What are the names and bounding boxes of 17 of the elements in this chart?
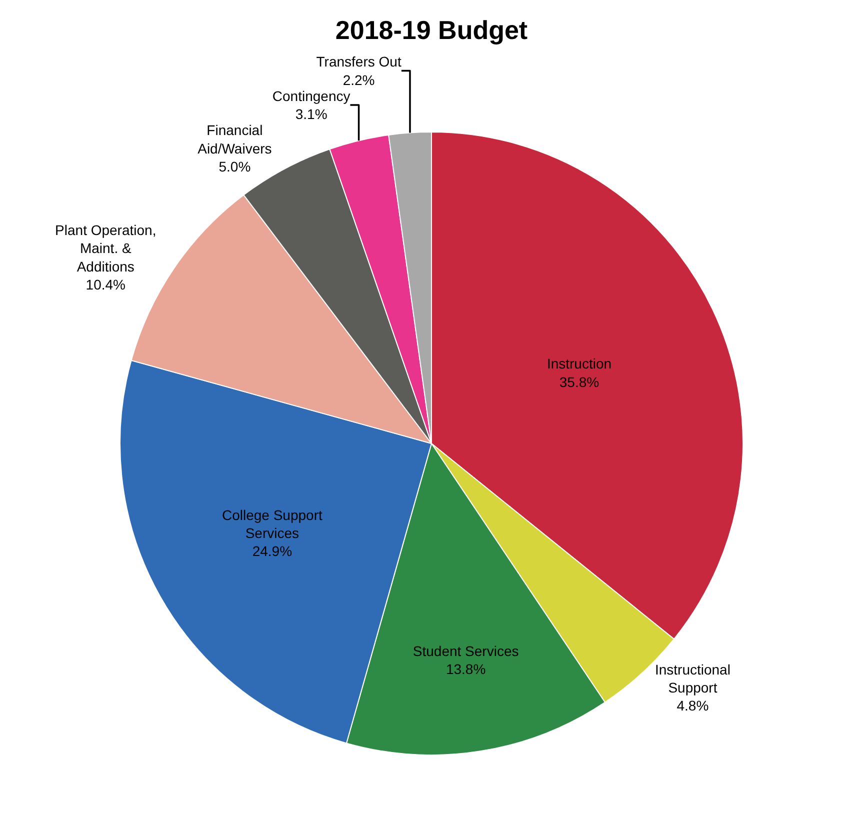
data-label: 2.2% bbox=[342, 72, 375, 88]
slice-label: Student Services bbox=[412, 643, 519, 660]
data-label: 35.8% bbox=[559, 374, 600, 390]
slice-label: Financial Aid/Waivers bbox=[198, 122, 272, 156]
chart-title: 2018-19 Budget bbox=[335, 14, 528, 45]
data-label: 4.8% bbox=[676, 698, 709, 714]
slice-label: Instruction bbox=[546, 356, 612, 372]
slice-label: Contingency bbox=[272, 88, 350, 104]
slice-label: Transfers Out bbox=[316, 54, 402, 70]
slice-label: Instructional Support bbox=[654, 661, 730, 696]
data-label: 10.4% bbox=[86, 276, 126, 293]
data-label: 5.0% bbox=[218, 158, 251, 174]
slice-label: Plant Operation, Maint. & Additions bbox=[55, 222, 156, 274]
data-label: 13.8% bbox=[446, 661, 486, 678]
data-label: 3.1% bbox=[295, 106, 328, 122]
data-label: 24.9% bbox=[252, 543, 292, 560]
slice-label: College Support Services bbox=[222, 506, 322, 542]
